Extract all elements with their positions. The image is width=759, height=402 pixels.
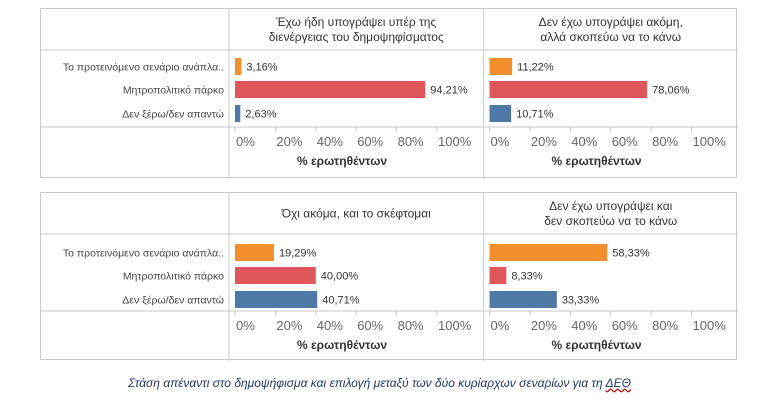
tick-label: 0% [491,318,510,333]
tick-label: 20% [531,134,557,149]
tick-label: 80% [652,318,678,333]
data-label: 11,22% [517,62,554,74]
tick-label: 60% [357,134,383,149]
chart-title: αλλά σκοπεύω να το κάνω [540,30,681,44]
data-label: 40,00% [321,271,359,283]
tick-label: 80% [652,134,678,149]
data-label: 94,21% [430,85,468,97]
tick-label: 100% [693,134,727,149]
caption-abbr: ΔΕΘ [605,376,631,390]
chart-panel-bottom: Το προτεινόμενο σενάριο ανάπλα.. Μητροπολ… [40,192,738,361]
data-label: 2,63% [245,109,276,121]
caption-text: Στάση απέναντι στο δημοψήφισμα και επιλο… [128,376,606,390]
tick-label: 20% [531,318,557,333]
data-label: 78,06% [652,85,690,97]
tick-label: 0% [236,134,255,149]
x-axis-label: % ερωτηθέντων [297,154,387,168]
tick-label: 40% [571,318,597,333]
data-label: 33,33% [562,295,600,307]
bar [235,58,242,75]
data-label: 19,29% [279,248,317,260]
category-label: Το προτεινόμενο σενάριο ανάπλα.. [63,62,224,74]
chart-title: Δεν έχω υπογράψει και [549,199,673,213]
bar [489,81,648,98]
data-label: 40,71% [322,295,360,307]
chart-title: Όχι ακόμα, και το σκέφτομαι [281,207,431,221]
category-label: Μητροπολιτικό πάρκο [123,271,224,283]
chart-title: Έχω ήδη υπογράψει υπέρ της [275,15,436,29]
bar [235,267,316,284]
chart-pair-top: Το προτεινόμενο σενάριο ανάπλα.. Μητροπολ… [41,9,738,179]
tick-label: 60% [357,318,383,333]
x-axis-label: % ερωτηθέντων [551,338,641,352]
data-label: 8,33% [511,271,542,283]
bar [489,267,507,284]
tick-label: 60% [612,318,638,333]
bar [489,244,608,261]
tick-label: 100% [438,134,472,149]
bar [489,58,513,75]
bar [489,105,512,122]
bar [235,244,274,261]
figure-caption: Στάση απέναντι στο δημοψήφισμα και επιλο… [0,376,759,390]
category-label: Δεν ξέρω/δεν απαντώ [122,295,224,307]
tick-label: 100% [693,318,727,333]
x-axis-label: % ερωτηθέντων [297,338,387,352]
category-label: Το προτεινόμενο σενάριο ανάπλα.. [63,248,224,260]
tick-label: 40% [317,134,343,149]
tick-label: 60% [612,134,638,149]
chart-title: δεν σκοπεύω να το κάνω [544,214,677,228]
chart-title: Δεν έχω υπογράψει ακόμη, [539,15,683,29]
bar [235,81,426,98]
x-axis-label: % ερωτηθέντων [551,154,641,168]
tick-label: 80% [398,318,424,333]
tick-label: 40% [571,134,597,149]
chart-pair-bottom: Το προτεινόμενο σενάριο ανάπλα.. Μητροπολ… [41,193,738,361]
tick-label: 20% [276,318,302,333]
bar [235,291,318,308]
data-label: 58,33% [612,248,650,260]
data-label: 3,16% [246,62,277,74]
category-label: Δεν ξέρω/δεν απαντώ [122,109,224,121]
category-label: Μητροπολιτικό πάρκο [123,85,224,97]
chart-panel-top: Το προτεινόμενο σενάριο ανάπλα.. Μητροπολ… [40,8,738,179]
tick-label: 0% [491,134,510,149]
chart-title: διενέργειας του δημοψηφίσματος [269,30,444,44]
tick-label: 100% [438,318,472,333]
bar [235,105,241,122]
bar [489,291,557,308]
tick-label: 0% [236,318,255,333]
data-label: 10,71% [516,109,554,121]
tick-label: 80% [398,134,424,149]
tick-label: 40% [317,318,343,333]
tick-label: 20% [276,134,302,149]
